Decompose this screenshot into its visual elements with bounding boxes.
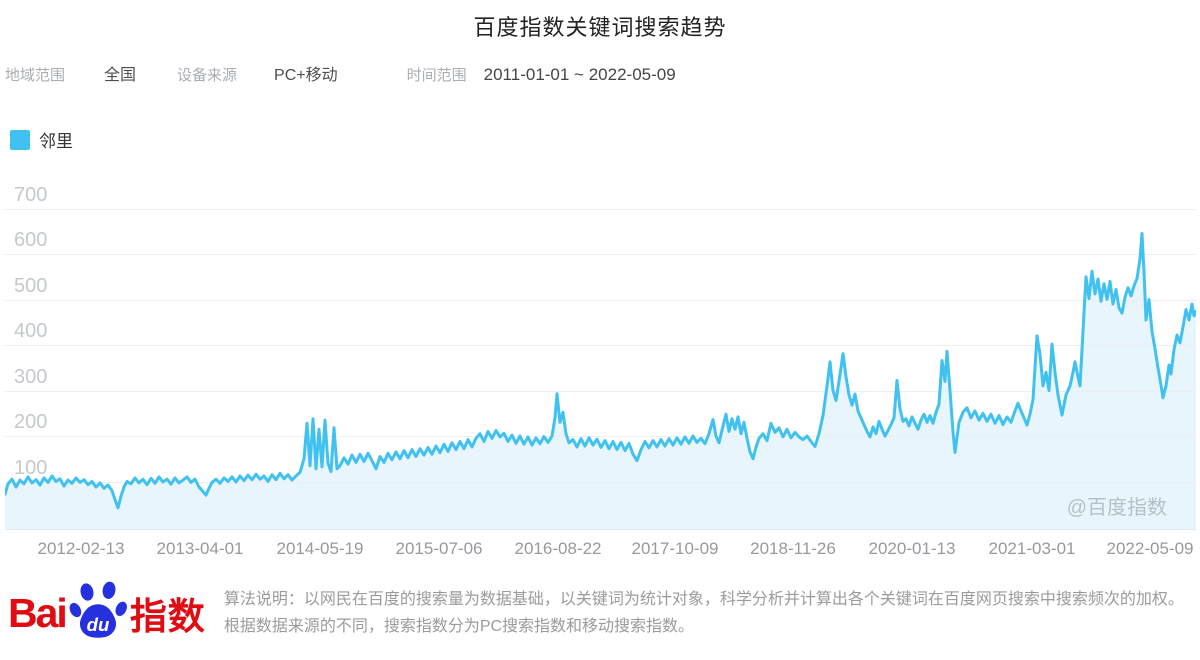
page-title: 百度指数关键词搜索趋势 [473,15,727,40]
trend-chart[interactable]: 700 600 500 400 300 200 100 @百度指数 2012-02-13 20… [5,170,1196,570]
x-axis-label: 2021-03-01 [988,539,1076,558]
y-axis-label-300: 300 [14,365,48,388]
gridline-100 [5,481,1196,483]
gridline-200 [5,436,1196,437]
x-axis-label: 2013-04-01 [156,539,244,558]
gridline-500 [5,299,1196,301]
watermark: @百度指数 [1066,497,1167,519]
algorithm-description: 算法说明：以网民在百度的搜索量为数据基础，以关键词为统计对象，科学分析并计算出各… [223,591,1184,635]
device-filter-label: 设备来源 [177,67,238,84]
x-axis-label: 2020-01-13 [868,539,956,558]
region-filter-label: 地域范围 [5,67,66,84]
y-axis-label-200: 200 [14,411,48,433]
gridline-600 [5,254,1196,255]
baidu-logo-bai-text: Bai [8,589,68,636]
baidu-logo-du-text: du [86,614,109,635]
baidu-paw-icon: du [69,581,127,638]
gridline-700 [5,208,1196,210]
legend-swatch [10,129,30,150]
x-axis-label: 2017-10-09 [631,539,719,558]
time-filter-value[interactable]: 2011-01-01 ~ 2022-05-09 [483,65,676,84]
baidu-logo[interactable]: Bai du 指数 [8,581,206,644]
y-axis-label-100: 100 [14,456,48,479]
legend-item[interactable]: 邻里 [10,127,73,152]
y-axis-label-500: 500 [14,274,48,297]
legend-label: 邻里 [39,132,73,151]
x-axis-label: 2015-07-06 [395,539,483,558]
x-axis-label: 2022-05-09 [1106,539,1194,558]
trend-area-layer [5,233,1196,530]
footer: Bai du 指数 算法说明：以网民在百度的搜索量为数据基础，以关键词为统计对象… [8,580,1195,644]
time-filter-label: 时间范围 [406,67,467,84]
trend-area [5,233,1196,530]
filter-bar: 地域范围 全国 设备来源 PC+移动 时间范围 2011-01-01 ~ 202… [5,61,676,85]
x-axis-label: 2014-05-19 [276,539,364,558]
device-filter-value[interactable]: PC+移动 [274,67,338,84]
y-axis-label-700: 700 [14,183,48,206]
gridline-400 [5,345,1196,346]
y-axis-label-400: 400 [14,320,48,342]
gridline-300 [5,390,1196,392]
trend-line [5,232,1196,510]
y-axis-label-600: 600 [14,229,48,251]
x-axis-label: 2018-11-26 [750,539,836,558]
x-axis-line [5,529,1196,530]
baidu-logo-suffix-text: 指数 [129,596,206,637]
x-axis-label: 2012-02-13 [37,539,125,558]
x-axis-label: 2016-08-22 [514,539,602,558]
region-filter-value[interactable]: 全国 [104,67,137,84]
trend-line-layer [5,232,1196,510]
